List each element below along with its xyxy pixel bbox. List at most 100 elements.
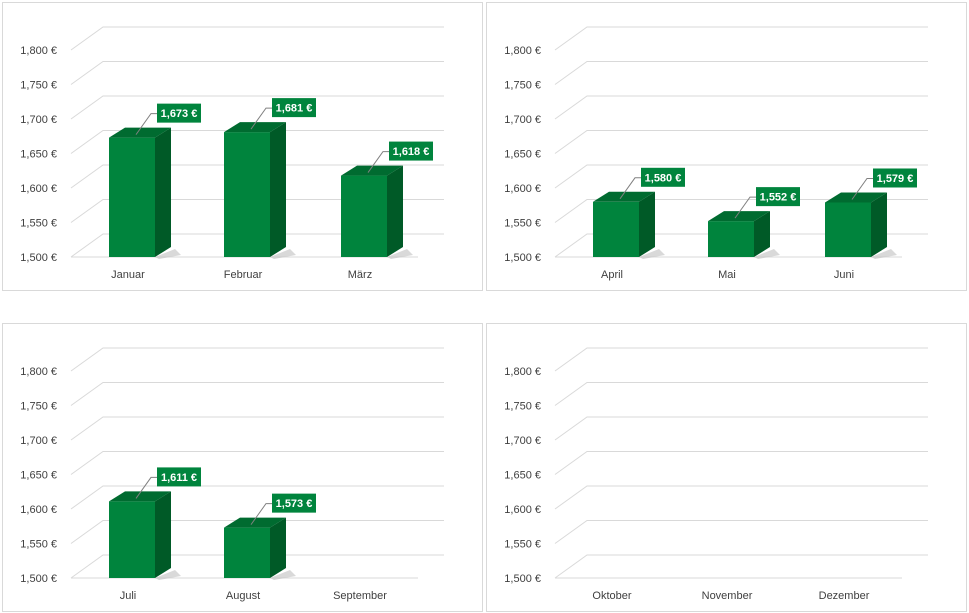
- gridline: [554, 233, 928, 258]
- y-tick-label: 1,650 €: [504, 149, 541, 161]
- data-label-box: [157, 103, 201, 123]
- chart-panel-q2: 1,500 € 1,550 € 1,600 € 1,650 € 1,700 € 1,750…: [486, 2, 967, 291]
- y-tick-label: 1,700 €: [20, 114, 57, 126]
- gridline: [554, 451, 928, 475]
- y-tick-label: 1,550 €: [20, 218, 57, 230]
- bar: [224, 122, 296, 259]
- chart-svg: 1,500 € 1,550 € 1,600 € 1,650 € 1,700 € 1,750…: [20, 26, 444, 281]
- gridline: [70, 164, 444, 189]
- y-tick-label: 1,550 €: [20, 539, 57, 551]
- x-tick-label: Oktober: [592, 590, 631, 602]
- y-tick-label: 1,650 €: [20, 470, 57, 482]
- leader-line: [250, 503, 272, 525]
- y-tick-label: 1,600 €: [20, 504, 57, 516]
- y-tick-label: 1,550 €: [504, 539, 541, 551]
- gridline: [554, 26, 928, 51]
- gridline: [70, 485, 444, 510]
- gridline: [554, 416, 928, 441]
- y-tick-label: 1,750 €: [20, 401, 57, 413]
- bar: [224, 517, 296, 580]
- y-tick-label: 1,700 €: [504, 435, 541, 447]
- gridline: [70, 233, 444, 258]
- chart-svg: 1,500 € 1,550 € 1,600 € 1,650 € 1,700 € 1,750…: [504, 347, 928, 602]
- gridline: [554, 95, 928, 120]
- data-label: 1,618 €: [393, 146, 430, 158]
- gridline: [554, 485, 928, 510]
- x-tick-label: März: [348, 269, 372, 281]
- data-label: 1,573 €: [276, 498, 313, 510]
- gridline: [554, 520, 928, 544]
- chart-svg: 1,500 € 1,550 € 1,600 € 1,650 € 1,700 € 1,750…: [20, 347, 444, 602]
- y-tick-label: 1,750 €: [504, 401, 541, 413]
- y-tick-label: 1,550 €: [504, 218, 541, 230]
- gridline: [554, 554, 928, 579]
- bar: [109, 127, 181, 259]
- y-tick-label: 1,800 €: [504, 366, 541, 378]
- leader-line: [367, 151, 389, 173]
- leader-line: [851, 177, 873, 200]
- x-tick-label: Mai: [718, 269, 736, 281]
- data-label-box: [157, 467, 201, 487]
- data-label-box: [389, 141, 433, 161]
- gridline: [70, 520, 444, 544]
- bar: [708, 211, 780, 259]
- x-tick-label: Dezember: [819, 590, 870, 602]
- y-tick-label: 1,600 €: [504, 504, 541, 516]
- gridline: [70, 199, 444, 223]
- leader-line: [135, 476, 157, 499]
- data-label: 1,579 €: [877, 173, 914, 185]
- bar: [825, 192, 897, 259]
- gridline: [70, 382, 444, 406]
- data-label-box: [272, 98, 316, 118]
- y-tick-label: 1,700 €: [20, 435, 57, 447]
- gridline: [554, 382, 928, 406]
- y-tick-label: 1,800 €: [504, 45, 541, 57]
- chart-svg: 1,500 € 1,550 € 1,600 € 1,650 € 1,700 € 1,750…: [504, 26, 928, 281]
- x-tick-label: Juli: [120, 590, 137, 602]
- bar: [341, 165, 413, 259]
- y-tick-label: 1,700 €: [504, 114, 541, 126]
- gridline: [554, 347, 928, 372]
- data-label: 1,673 €: [161, 108, 198, 120]
- y-tick-label: 1,750 €: [20, 80, 57, 92]
- y-tick-label: 1,650 €: [20, 149, 57, 161]
- x-tick-label: November: [702, 590, 753, 602]
- gridline: [554, 130, 928, 154]
- gridline: [554, 164, 928, 189]
- bar: [593, 191, 665, 259]
- gridline: [70, 347, 444, 372]
- data-label-box: [873, 168, 917, 188]
- gridline: [554, 199, 928, 223]
- y-tick-label: 1,800 €: [20, 45, 57, 57]
- data-label: 1,552 €: [760, 192, 797, 204]
- y-tick-label: 1,500 €: [20, 252, 57, 264]
- data-label: 1,611 €: [161, 472, 197, 484]
- leader-line: [135, 113, 157, 135]
- chart-panel-q3: 1,500 € 1,550 € 1,600 € 1,650 € 1,700 € 1,750…: [2, 323, 483, 612]
- gridline: [70, 416, 444, 441]
- y-tick-label: 1,600 €: [504, 183, 541, 195]
- data-label: 1,681 €: [276, 103, 313, 115]
- data-label-box: [756, 187, 800, 207]
- gridline: [554, 61, 928, 85]
- x-tick-label: Februar: [224, 269, 263, 281]
- data-label: 1,580 €: [645, 172, 682, 184]
- gridline: [70, 61, 444, 85]
- leader-line: [619, 177, 641, 200]
- y-tick-label: 1,500 €: [504, 252, 541, 264]
- y-tick-label: 1,750 €: [504, 80, 541, 92]
- y-tick-label: 1,650 €: [504, 470, 541, 482]
- bar: [109, 491, 181, 580]
- x-tick-label: April: [601, 269, 623, 281]
- gridline: [70, 554, 444, 579]
- gridline: [70, 451, 444, 475]
- x-tick-label: August: [226, 590, 260, 602]
- data-label-box: [641, 167, 685, 187]
- data-label-box: [272, 493, 316, 513]
- chart-panel-q1: 1,500 € 1,550 € 1,600 € 1,650 € 1,700 € 1,750…: [2, 2, 483, 291]
- y-tick-label: 1,600 €: [20, 183, 57, 195]
- gridline: [70, 95, 444, 120]
- y-tick-label: 1,500 €: [20, 573, 57, 585]
- gridline: [70, 26, 444, 51]
- chart-panel-q4: 1,500 € 1,550 € 1,600 € 1,650 € 1,700 € 1,750…: [486, 323, 967, 612]
